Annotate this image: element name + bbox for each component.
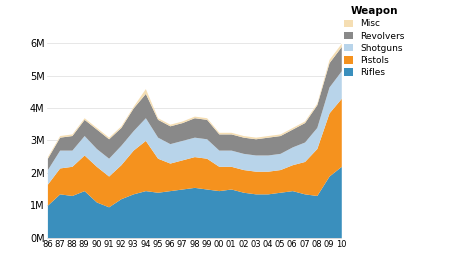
- Legend: Misc, Revolvers, Shotguns, Pistols, Rifles: Misc, Revolvers, Shotguns, Pistols, Rifl…: [344, 6, 405, 77]
